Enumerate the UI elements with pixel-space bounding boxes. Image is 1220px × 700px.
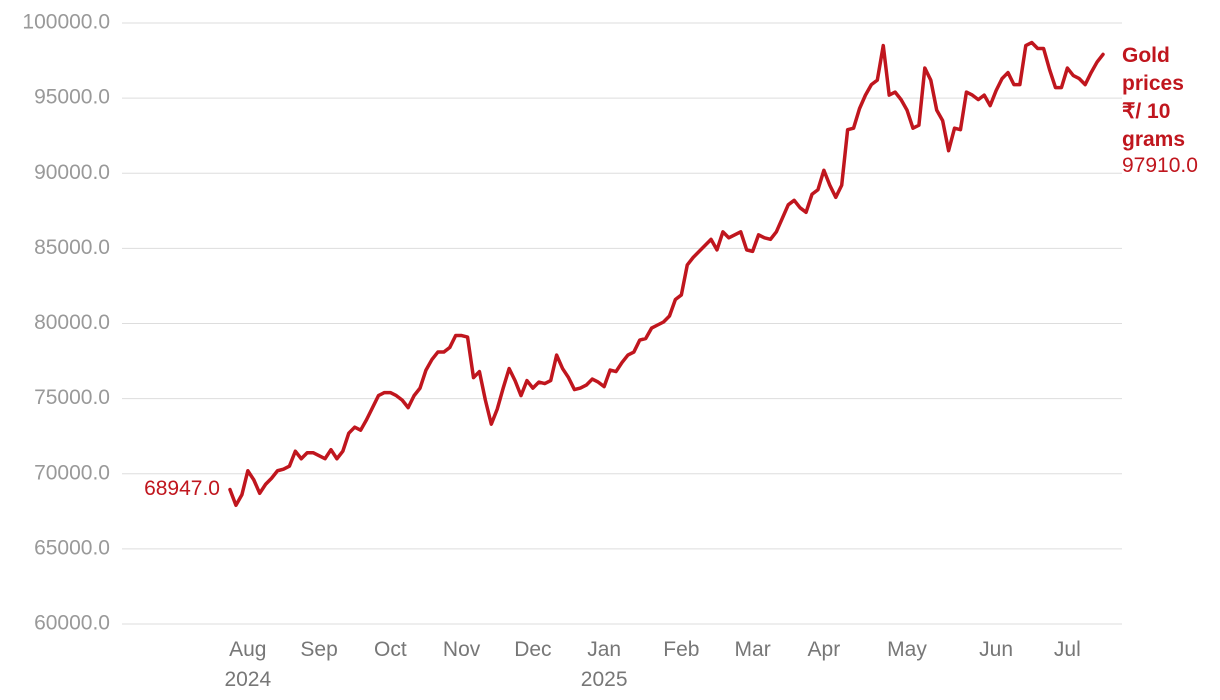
x-tick-label: Apr	[807, 638, 841, 661]
value-label: 97910.0	[1122, 154, 1198, 177]
x-tick-label: Aug 2024	[224, 638, 272, 691]
x-tick-label: Mar	[734, 638, 771, 661]
y-tick-label: 90000.0	[34, 161, 110, 184]
x-tick-label: Dec	[514, 638, 552, 661]
legend-entry: Gold prices ₹/ 10 grams	[1122, 44, 1186, 151]
value-label: 68947.0	[144, 477, 220, 500]
y-tick-label: 80000.0	[34, 311, 110, 334]
price-line	[228, 40, 1105, 508]
y-tick-label: 65000.0	[34, 536, 110, 559]
y-tick-label: 70000.0	[34, 461, 110, 484]
y-tick-label: 100000.0	[22, 11, 110, 34]
x-tick-label: Nov	[442, 638, 481, 661]
x-tick-label: Jul	[1053, 638, 1081, 661]
y-tick-label: 95000.0	[34, 86, 110, 109]
y-tick-label: 75000.0	[34, 386, 110, 409]
x-tick-label: Jun	[979, 638, 1014, 661]
y-tick-label: 85000.0	[34, 236, 110, 259]
x-tick-label: Jan 2025	[580, 638, 628, 691]
x-tick-label: Sep	[300, 638, 338, 661]
x-tick-label: May	[887, 638, 927, 661]
x-tick-label: Oct	[374, 638, 407, 661]
y-tick-label: 60000.0	[34, 612, 110, 635]
x-tick-label: Feb	[663, 638, 700, 661]
